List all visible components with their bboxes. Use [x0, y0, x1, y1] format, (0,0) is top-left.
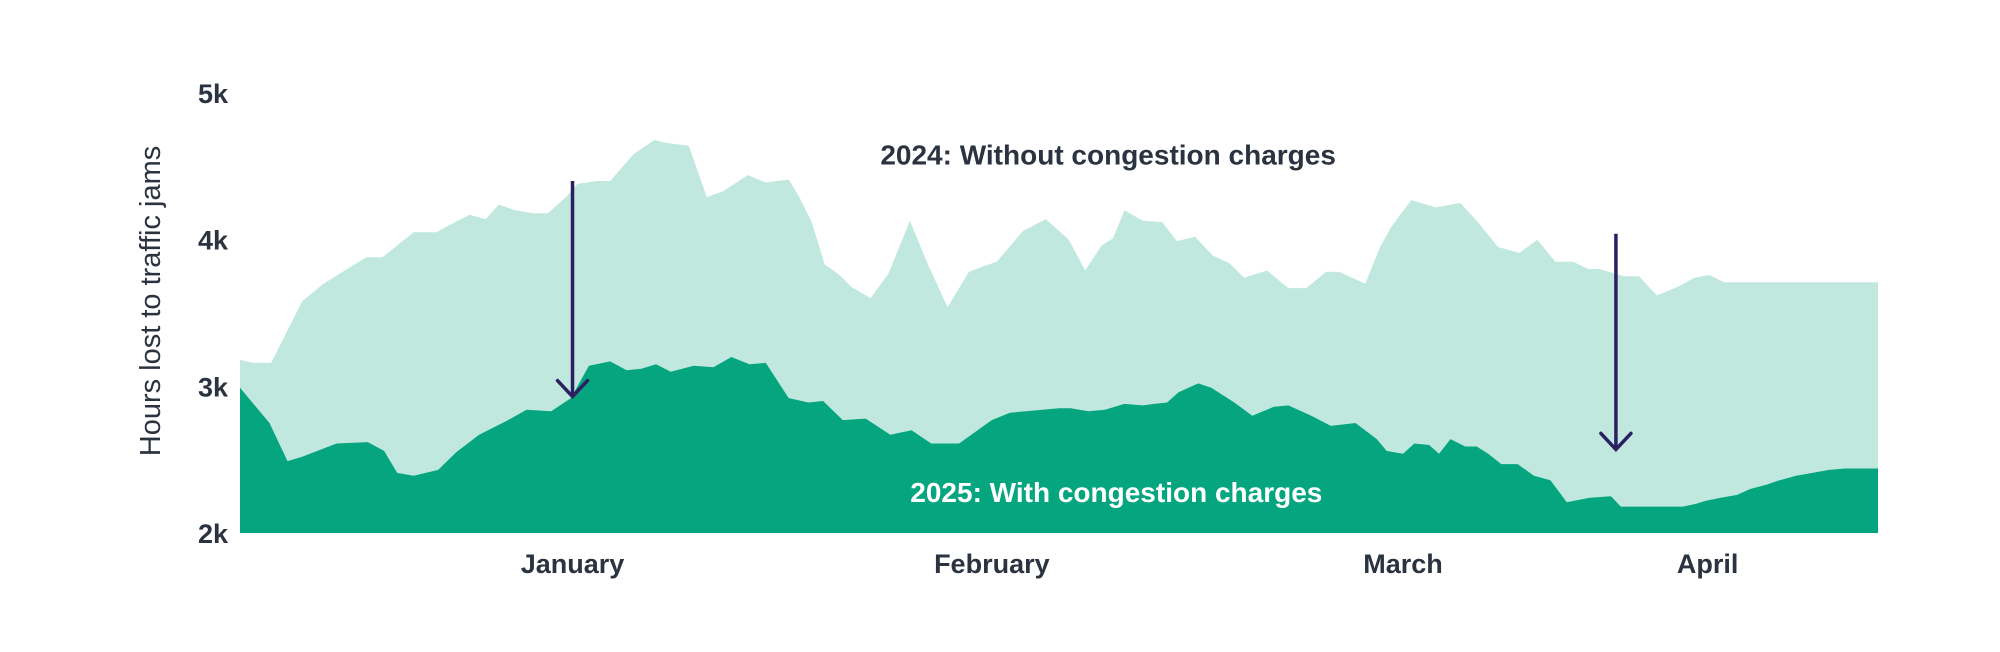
chart-labels: 2024: Without congestion charges 2025: Wi… — [880, 140, 1336, 508]
x-tick-label: April — [1677, 549, 1739, 579]
series-label-2: 2025: With congestion charges — [910, 477, 1322, 508]
area-series-2 — [240, 357, 1878, 533]
y-tick-label: 4k — [198, 226, 229, 256]
x-tick-label: January — [521, 549, 625, 579]
y-tick-label: 3k — [198, 372, 229, 402]
series-label-1: 2024: Without congestion charges — [880, 140, 1336, 171]
y-tick-label: 2k — [198, 519, 229, 549]
x-tick-label: February — [934, 549, 1050, 579]
chart-arrows — [555, 181, 1633, 452]
y-tick-label: 5k — [198, 79, 229, 109]
arrow-head-2 — [1599, 431, 1633, 452]
x-tick-label: March — [1363, 549, 1443, 579]
y-axis: 2k 3k 4k 5k — [198, 79, 229, 549]
x-axis: January February March April — [521, 549, 1739, 579]
y-axis-label: Hours lost to traffic jams — [135, 146, 167, 457]
arrow-head-1 — [555, 378, 590, 400]
chart-areas — [240, 139, 1878, 533]
